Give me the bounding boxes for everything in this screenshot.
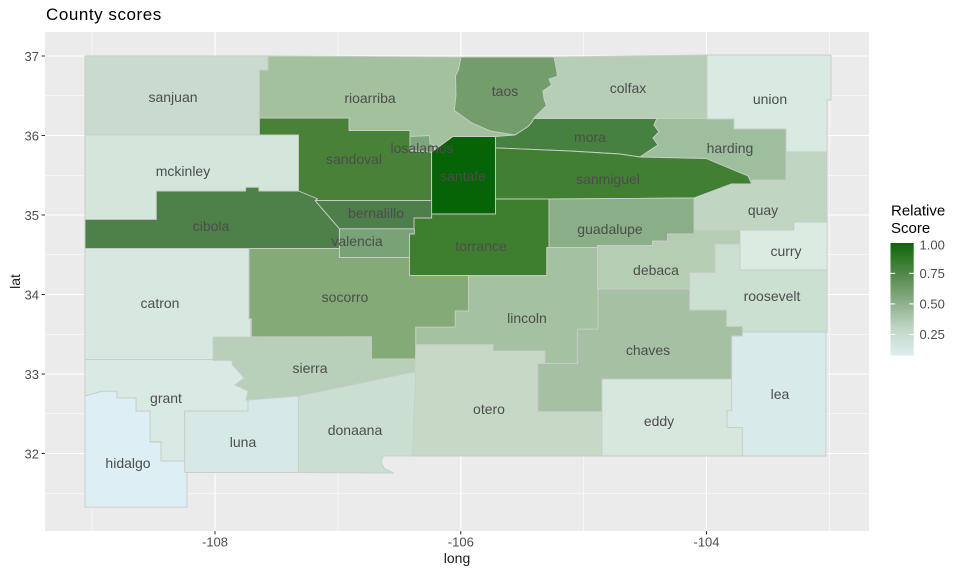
svg-text:luna: luna: [230, 434, 257, 450]
svg-text:losalamos: losalamos: [390, 140, 453, 156]
svg-text:36: 36: [25, 129, 39, 144]
svg-text:guadalupe: guadalupe: [577, 221, 643, 237]
svg-text:1.00: 1.00: [920, 238, 945, 253]
svg-text:32: 32: [25, 447, 39, 462]
svg-text:union: union: [753, 91, 787, 107]
svg-text:0.50: 0.50: [920, 296, 945, 311]
svg-text:lincoln: lincoln: [507, 310, 547, 326]
svg-text:hidalgo: hidalgo: [105, 455, 150, 471]
svg-text:37: 37: [25, 49, 39, 64]
svg-text:-104: -104: [693, 535, 719, 550]
svg-text:mckinley: mckinley: [156, 163, 210, 179]
svg-text:bernalillo: bernalillo: [348, 205, 404, 221]
svg-text:sandoval: sandoval: [326, 151, 382, 167]
svg-text:33: 33: [25, 367, 39, 382]
svg-text:grant: grant: [150, 390, 182, 406]
svg-text:mora: mora: [574, 129, 606, 145]
svg-text:Relative: Relative: [891, 203, 945, 220]
svg-text:rioarriba: rioarriba: [344, 90, 396, 106]
svg-text:colfax: colfax: [610, 80, 647, 96]
svg-text:-108: -108: [202, 535, 228, 550]
svg-text:santafe: santafe: [440, 168, 486, 184]
svg-text:harding: harding: [707, 140, 754, 156]
svg-text:taos: taos: [492, 83, 518, 99]
svg-text:Score: Score: [891, 220, 930, 237]
svg-text:0.75: 0.75: [920, 266, 945, 281]
svg-text:roosevelt: roosevelt: [744, 288, 801, 304]
svg-text:cibola: cibola: [193, 218, 230, 234]
svg-text:long: long: [444, 550, 470, 566]
svg-text:curry: curry: [770, 243, 801, 259]
svg-text:County scores: County scores: [46, 5, 162, 24]
svg-text:torrance: torrance: [455, 238, 507, 254]
svg-text:-106: -106: [448, 535, 474, 550]
svg-text:valencia: valencia: [331, 233, 383, 249]
svg-text:lat: lat: [7, 274, 23, 289]
svg-text:35: 35: [25, 208, 39, 223]
svg-text:lea: lea: [771, 386, 790, 402]
svg-text:socorro: socorro: [322, 289, 369, 305]
svg-text:debaca: debaca: [633, 262, 679, 278]
svg-text:catron: catron: [141, 295, 180, 311]
svg-text:sanjuan: sanjuan: [148, 89, 197, 105]
svg-text:quay: quay: [748, 202, 778, 218]
svg-text:34: 34: [25, 288, 39, 303]
svg-text:eddy: eddy: [644, 413, 674, 429]
svg-text:otero: otero: [473, 401, 505, 417]
svg-text:donaana: donaana: [328, 422, 383, 438]
svg-text:sanmiguel: sanmiguel: [576, 171, 640, 187]
svg-text:sierra: sierra: [292, 360, 327, 376]
svg-text:chaves: chaves: [626, 342, 670, 358]
svg-text:0.25: 0.25: [920, 327, 945, 342]
